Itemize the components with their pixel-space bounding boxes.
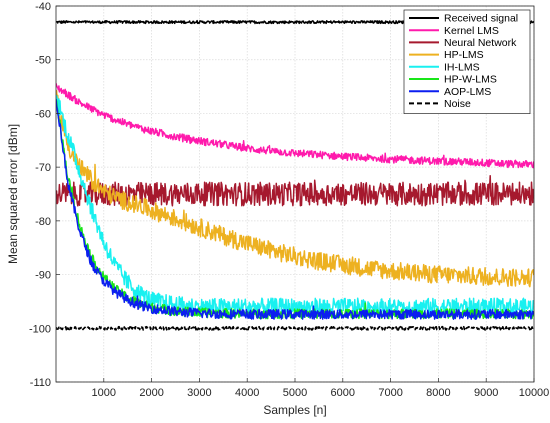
x-tick-label: 2000 <box>139 387 163 399</box>
series-line-hp-lms <box>56 90 534 288</box>
y-tick-label: -40 <box>35 1 51 13</box>
legend-label: IH-LMS <box>444 61 480 73</box>
y-axis-label: Mean squared error [dBm] <box>6 124 20 264</box>
x-tick-label: 6000 <box>331 387 355 399</box>
legend-label: HP-W-LMS <box>444 74 497 86</box>
x-tick-label: 9000 <box>474 387 498 399</box>
legend-box <box>403 9 531 114</box>
ticks: 1000 2000 3000 4000 5000 6000 7000 8000 9000 1000… <box>29 1 549 399</box>
x-tick-label: 10000 <box>519 387 550 399</box>
y-tick-label: -60 <box>35 108 51 120</box>
x-tick-label: 5000 <box>283 387 307 399</box>
y-tick-label: -50 <box>35 55 51 67</box>
legend-label: Received signal <box>444 13 518 25</box>
series-group <box>56 18 534 331</box>
y-tick-label: -80 <box>35 216 51 228</box>
y-tick-label: -70 <box>35 162 51 174</box>
legend-label: Kernel LMS <box>444 25 499 37</box>
x-tick-label: 4000 <box>235 387 259 399</box>
legend-label: HP-LMS <box>444 49 484 61</box>
series-line-kernel-lms <box>56 83 534 169</box>
x-tick-label: 7000 <box>378 387 402 399</box>
series-line-noise <box>56 325 534 331</box>
x-tick-label: 8000 <box>426 387 450 399</box>
y-tick-label: -110 <box>30 377 51 389</box>
x-tick-label: 1000 <box>92 387 116 399</box>
series-line-ih-lms <box>56 94 534 317</box>
legend-label: Noise <box>444 98 471 110</box>
y-tick-label: -90 <box>35 270 51 282</box>
x-axis-label: Samples [n] <box>263 403 326 417</box>
legend-label: AOP-LMS <box>444 86 491 98</box>
series-line-hp-w-lms <box>56 99 534 320</box>
x-tick-label: 3000 <box>187 387 211 399</box>
series-line-aop-lms <box>56 98 534 320</box>
legend-label: Neural Network <box>444 37 517 49</box>
y-tick-label: -100 <box>29 323 51 335</box>
